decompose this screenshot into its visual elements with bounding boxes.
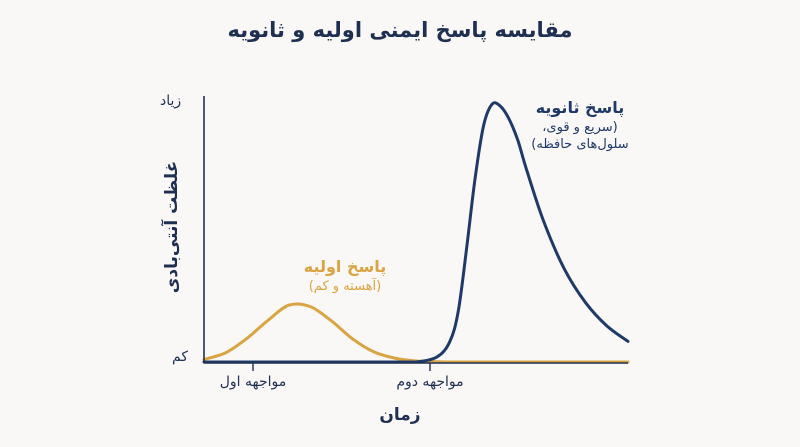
secondary-response-detail-2: سلول‌های حافظه) — [531, 137, 629, 153]
y-axis-label: غلظت آنتی‌بادی — [162, 160, 182, 294]
chart-title: مقایسه پاسخ ایمنی اولیه و ثانویه — [227, 18, 573, 42]
x-tick-second-exposure: مواجهه دوم — [396, 374, 464, 390]
y-tick-high: زیاد — [160, 93, 182, 109]
primary-response-curve — [202, 302, 630, 364]
x-axis-label: زمان — [379, 405, 421, 425]
secondary-response-annotation: پاسخ ثانویه (سریع و قوی، سلول‌های حافظه) — [510, 97, 650, 154]
secondary-response-label: پاسخ ثانویه — [535, 98, 625, 117]
y-tick-low: کم — [172, 349, 188, 365]
primary-response-annotation: پاسخ اولیه (آهسته و کم) — [280, 256, 410, 295]
secondary-response-curve — [202, 101, 630, 364]
x-tick-first-exposure: مواجهه اول — [219, 374, 287, 390]
secondary-response-detail: (سریع و قوی، — [542, 119, 618, 135]
primary-response-label: پاسخ اولیه — [303, 257, 387, 276]
primary-response-detail: (آهسته و کم) — [308, 278, 382, 294]
